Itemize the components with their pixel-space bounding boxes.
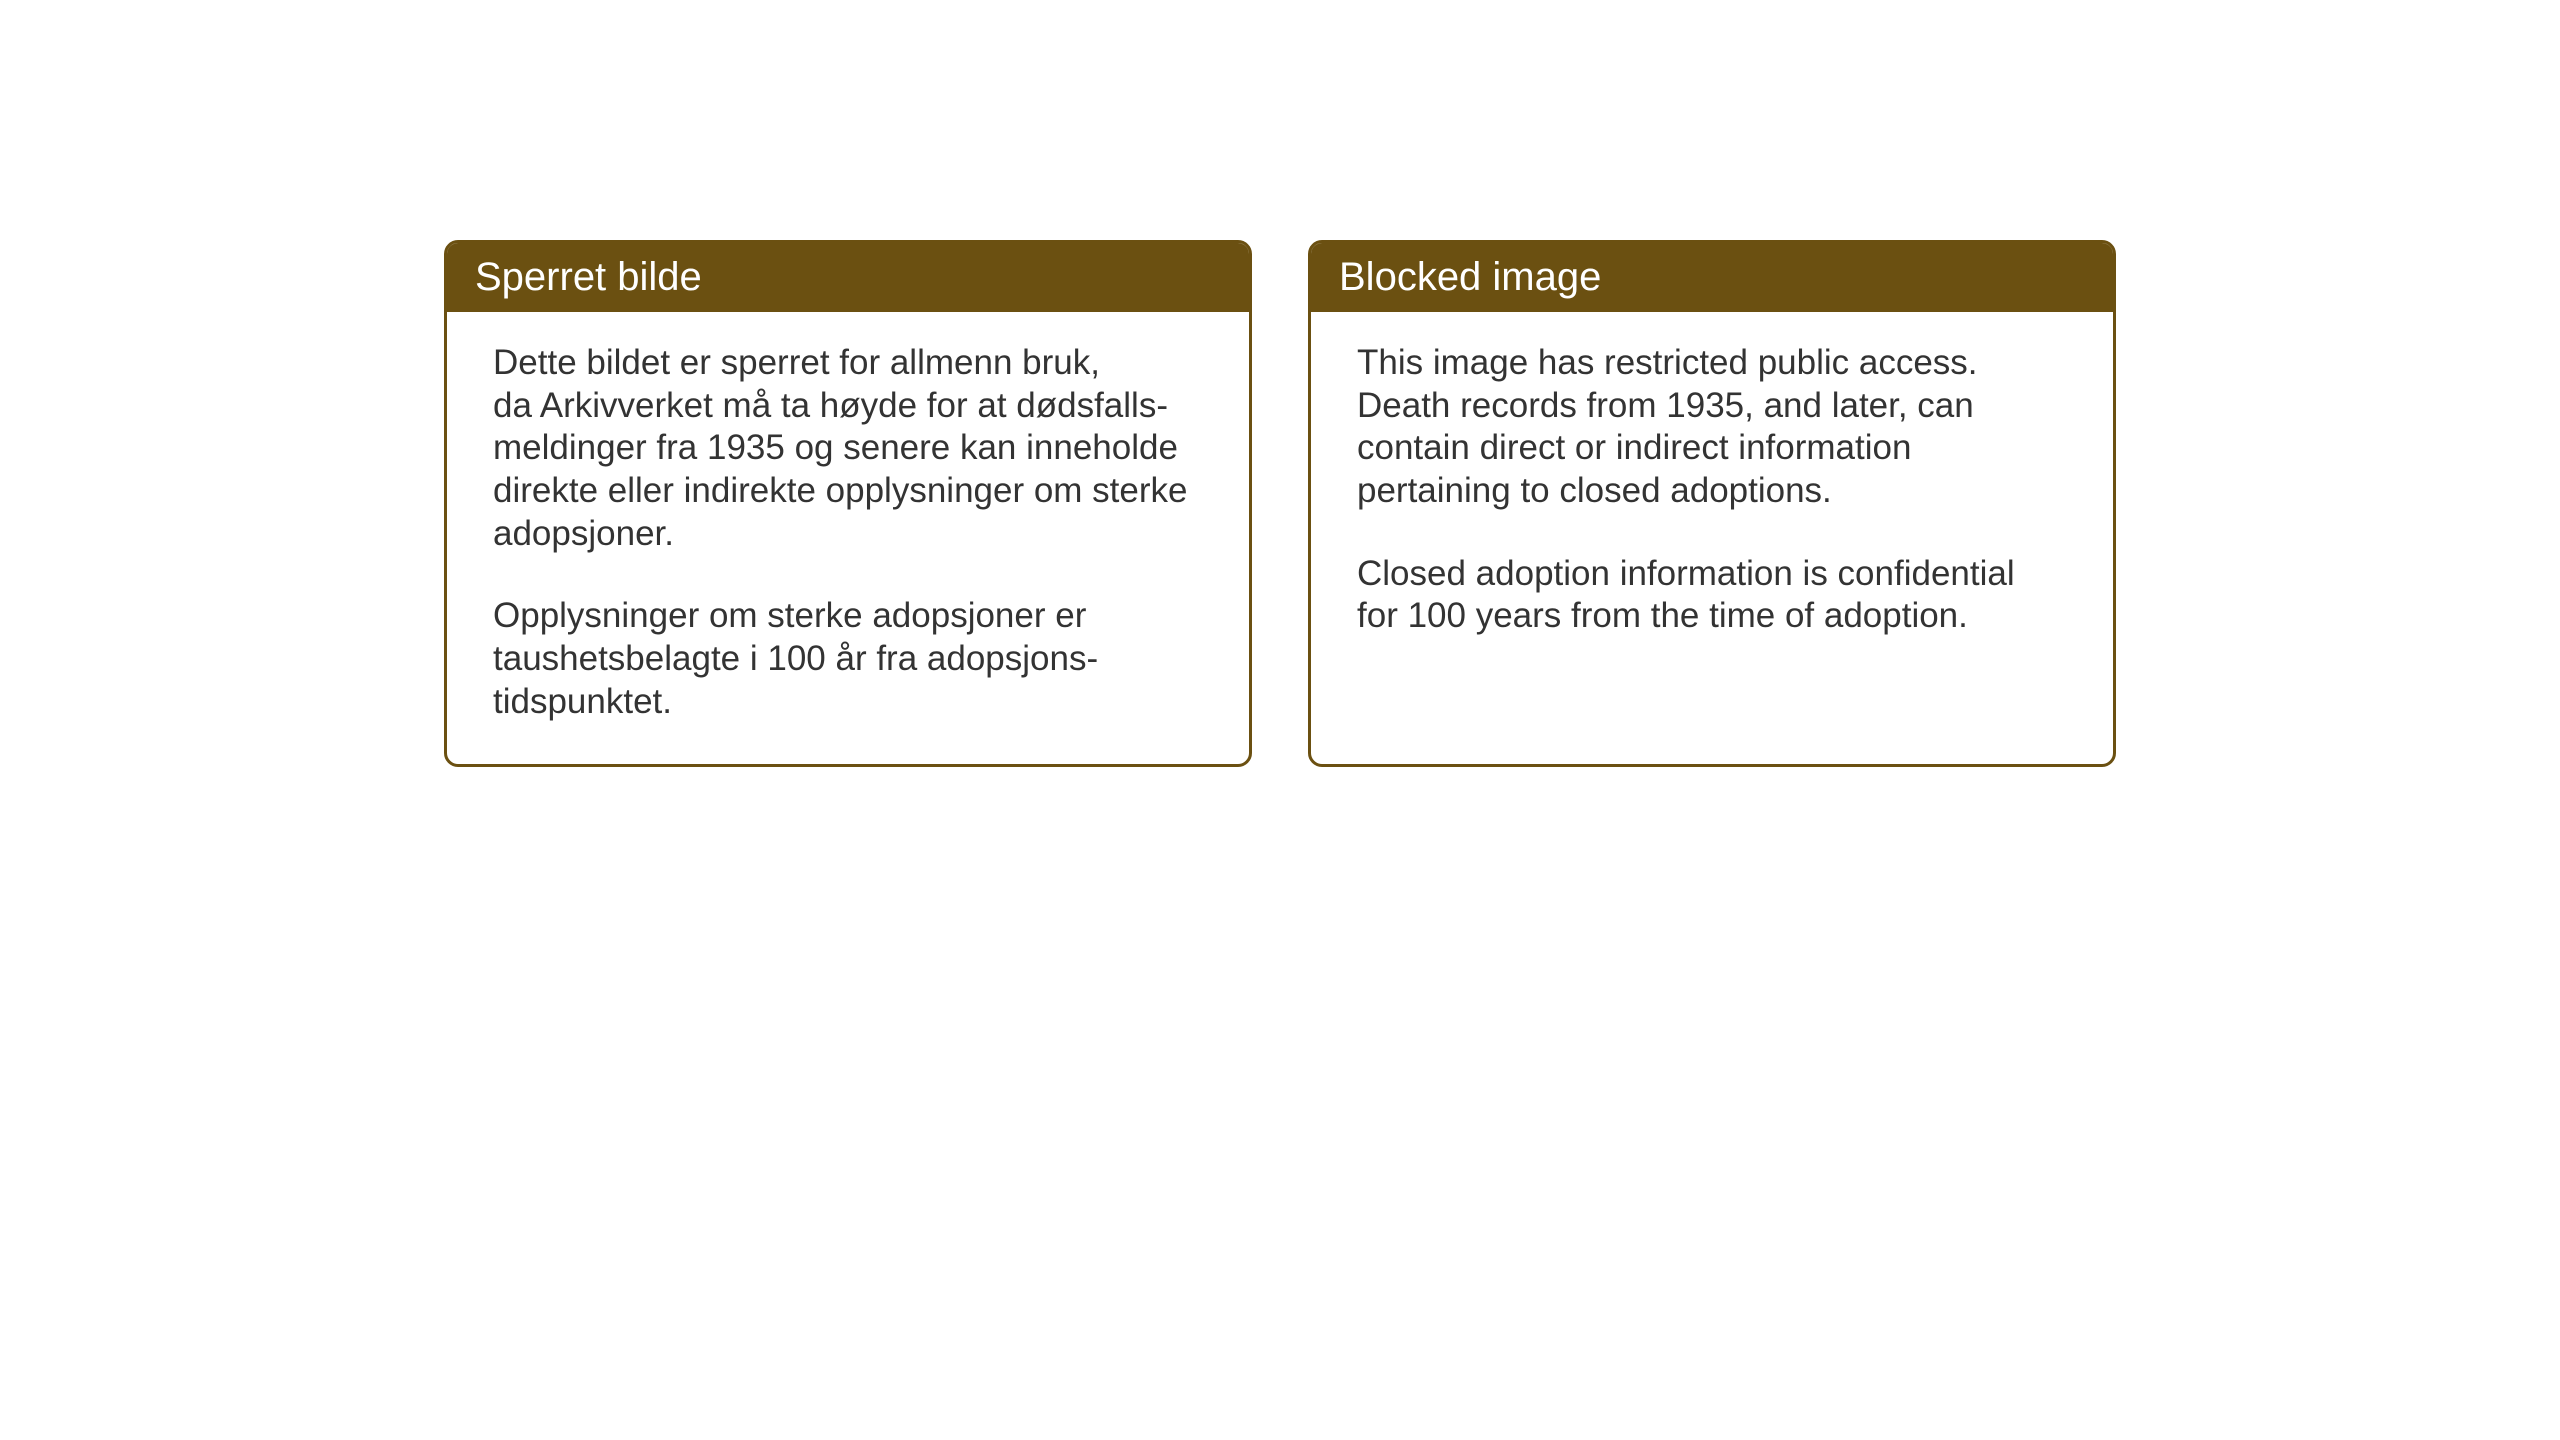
text-line: for 100 years from the time of adoption. xyxy=(1357,595,2067,638)
text-line: contain direct or indirect information xyxy=(1357,427,2067,470)
text-line: This image has restricted public access. xyxy=(1357,342,2067,385)
card-english: Blocked image This image has restricted … xyxy=(1308,240,2116,767)
text-line: pertaining to closed adoptions. xyxy=(1357,470,2067,513)
card-body-norwegian: Dette bildet er sperret for allmenn bruk… xyxy=(447,312,1249,764)
text-line: Death records from 1935, and later, can xyxy=(1357,385,2067,428)
card-norwegian: Sperret bilde Dette bildet er sperret fo… xyxy=(444,240,1252,767)
text-line: Closed adoption information is confident… xyxy=(1357,553,2067,596)
text-line: direkte eller indirekte opplysninger om … xyxy=(493,470,1203,513)
card-header-norwegian: Sperret bilde xyxy=(447,243,1249,312)
text-line: Dette bildet er sperret for allmenn bruk… xyxy=(493,342,1203,385)
text-line: meldinger fra 1935 og senere kan innehol… xyxy=(493,427,1203,470)
text-line: adopsjoner. xyxy=(493,513,1203,556)
paragraph-1-norwegian: Dette bildet er sperret for allmenn bruk… xyxy=(493,342,1203,555)
text-line: da Arkivverket må ta høyde for at dødsfa… xyxy=(493,385,1203,428)
paragraph-1-english: This image has restricted public access.… xyxy=(1357,342,2067,513)
card-body-english: This image has restricted public access.… xyxy=(1311,312,2113,764)
cards-container: Sperret bilde Dette bildet er sperret fo… xyxy=(444,240,2116,767)
text-line: tidspunktet. xyxy=(493,681,1203,724)
paragraph-2-norwegian: Opplysninger om sterke adopsjoner er tau… xyxy=(493,595,1203,723)
card-header-english: Blocked image xyxy=(1311,243,2113,312)
text-line: taushetsbelagte i 100 år fra adopsjons- xyxy=(493,638,1203,681)
text-line: Opplysninger om sterke adopsjoner er xyxy=(493,595,1203,638)
paragraph-2-english: Closed adoption information is confident… xyxy=(1357,553,2067,638)
